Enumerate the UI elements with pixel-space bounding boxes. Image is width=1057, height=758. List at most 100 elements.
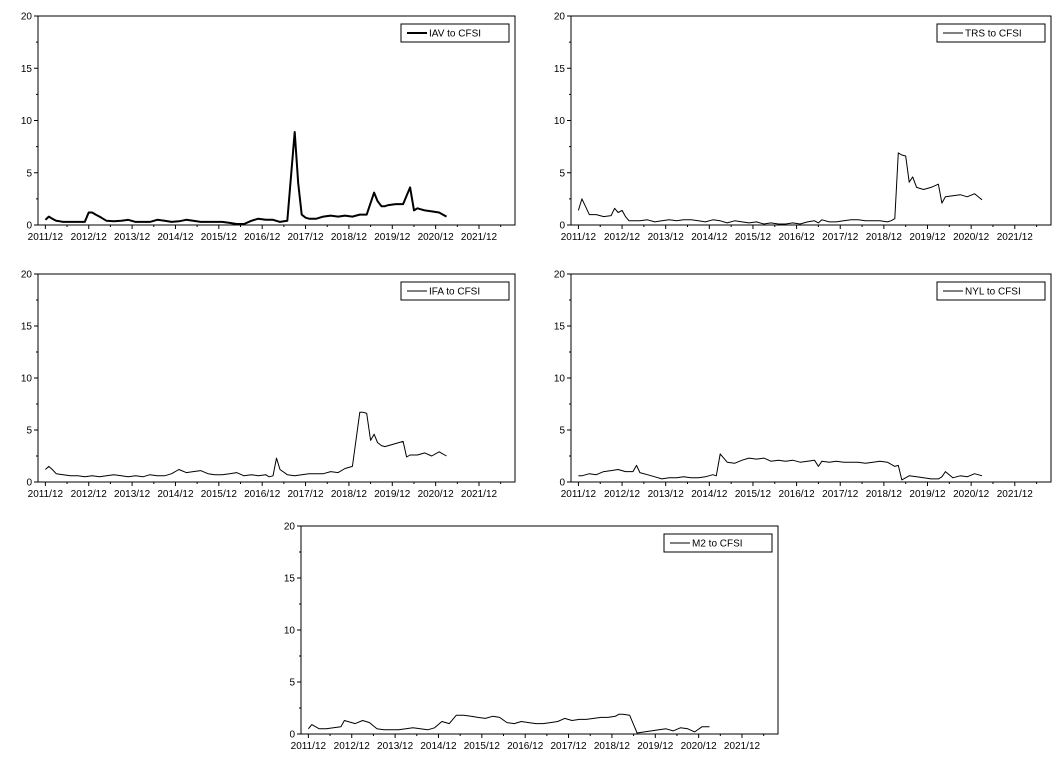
- chart-panel-trs: 0 5 10 15 20 2011/12 2012/12 2013/12 2014/12 2015…: [528, 0, 1057, 248]
- x-tick-label: 2015/12: [464, 741, 501, 752]
- plot-frame: [570, 273, 1052, 483]
- x-tick-label: 2021/12: [997, 489, 1034, 500]
- legend-box: [400, 23, 510, 43]
- x-tick-label: 2012/12: [604, 489, 641, 500]
- y-tick-label: 0: [26, 478, 32, 489]
- y-tick-label: 10: [284, 626, 296, 637]
- series-line: [577, 152, 983, 225]
- plot-frame: [37, 273, 516, 483]
- x-tick-label: 2014/12: [157, 232, 194, 243]
- x-tick-label: 2013/12: [377, 741, 414, 752]
- x-tick-label: 2021/12: [997, 232, 1034, 243]
- legend-box: [936, 281, 1046, 301]
- x-tick-label: 2016/12: [244, 489, 281, 500]
- y-tick-label: 10: [554, 116, 566, 127]
- x-tick-label: 2020/12: [953, 489, 990, 500]
- x-tick-label: 2017/12: [822, 232, 859, 243]
- x-tick-label: 2015/12: [735, 232, 772, 243]
- x-tick-label: 2017/12: [287, 489, 324, 500]
- plot-frame: [570, 15, 1052, 226]
- y-tick-label: 0: [559, 478, 565, 489]
- x-tick-label: 2019/12: [374, 489, 411, 500]
- x-tick-label: 2012/12: [71, 232, 108, 243]
- y-tick-label: 15: [284, 574, 296, 585]
- x-tick-label: 2011/12: [28, 489, 64, 500]
- x-tick-label: 2016/12: [779, 489, 816, 500]
- y-tick-label: 15: [21, 322, 33, 333]
- x-tick-label: 2018/12: [331, 489, 368, 500]
- x-tick-label: 2012/12: [71, 489, 108, 500]
- x-tick-label: 2011/12: [561, 232, 597, 243]
- plot-frame: [37, 15, 516, 226]
- x-tick-label: 2021/12: [461, 232, 498, 243]
- x-tick-label: 2012/12: [334, 741, 371, 752]
- y-tick-label: 15: [554, 64, 566, 75]
- x-tick-label: 2016/12: [244, 232, 281, 243]
- series-line: [578, 453, 983, 481]
- y-tick-label: 20: [284, 522, 296, 533]
- y-tick-label: 20: [554, 12, 566, 23]
- legend-label: IAV to CFSI: [429, 29, 481, 40]
- y-tick-label: 20: [554, 270, 566, 281]
- chart-panel-iav: 0 5 10 15 20 2011/12 2012/12 2013/12 2014/12 2015…: [0, 0, 528, 248]
- x-tick-label: 2017/12: [287, 232, 324, 243]
- y-tick-label: 5: [559, 168, 565, 179]
- y-tick-label: 0: [289, 730, 295, 741]
- x-tick-label: 2014/12: [691, 489, 728, 500]
- series-line: [44, 131, 447, 225]
- legend-label: IFA to CFSI: [429, 287, 480, 298]
- chart-panel-ifa: 0 5 10 15 20 2011/12 2012/12 2013/12 2014/12 2015…: [0, 258, 528, 506]
- x-tick-label: 2013/12: [648, 232, 685, 243]
- x-tick-label: 2018/12: [594, 741, 631, 752]
- x-tick-label: 2019/12: [374, 232, 411, 243]
- x-tick-label: 2021/12: [724, 741, 761, 752]
- x-tick-label: 2020/12: [418, 232, 455, 243]
- x-tick-label: 2014/12: [420, 741, 457, 752]
- y-tick-label: 20: [21, 270, 33, 281]
- x-tick-label: 2011/12: [561, 489, 597, 500]
- y-tick-label: 0: [559, 221, 565, 232]
- y-tick-label: 10: [21, 116, 33, 127]
- x-tick-label: 2017/12: [822, 489, 859, 500]
- chart-panel-m2: 0 5 10 15 20 2011/12 2012/12 2013/12 2014/12 2015…: [264, 515, 792, 753]
- x-tick-label: 2018/12: [866, 489, 903, 500]
- x-tick-label: 2013/12: [114, 232, 151, 243]
- legend-label: TRS to CFSI: [965, 29, 1022, 40]
- x-tick-label: 2017/12: [550, 741, 587, 752]
- line-chart: 0 5 10 15 20 2011/12 2012/12 2013/12 2014/12 2015…: [554, 12, 1052, 243]
- x-tick-label: 2016/12: [779, 232, 816, 243]
- y-tick-label: 10: [21, 374, 33, 385]
- y-tick-label: 15: [21, 64, 33, 75]
- x-tick-label: 2018/12: [331, 232, 368, 243]
- x-tick-label: 2016/12: [507, 741, 544, 752]
- series-line: [308, 713, 710, 734]
- line-chart: 0 5 10 15 20 2011/12 2012/12 2013/12 2014/12 2015…: [284, 522, 779, 752]
- x-tick-label: 2020/12: [953, 232, 990, 243]
- y-tick-label: 5: [26, 426, 32, 437]
- x-tick-label: 2018/12: [866, 232, 903, 243]
- y-tick-label: 5: [289, 678, 295, 689]
- x-tick-label: 2011/12: [291, 741, 327, 752]
- line-chart: 0 5 10 15 20 2011/12 2012/12 2013/12 2014/12 2015…: [21, 270, 516, 500]
- y-tick-label: 20: [21, 12, 33, 23]
- x-tick-label: 2020/12: [418, 489, 455, 500]
- y-tick-label: 5: [559, 426, 565, 437]
- x-tick-label: 2019/12: [909, 232, 946, 243]
- x-tick-label: 2019/12: [637, 741, 674, 752]
- legend-box: [400, 281, 510, 301]
- y-tick-label: 10: [554, 374, 566, 385]
- x-tick-label: 2015/12: [735, 489, 772, 500]
- legend-box: [663, 533, 773, 553]
- x-tick-label: 2013/12: [114, 489, 151, 500]
- line-chart: 0 5 10 15 20 2011/12 2012/12 2013/12 2014/12 2015…: [554, 270, 1052, 500]
- legend-label: M2 to CFSI: [692, 539, 743, 550]
- plot-frame: [300, 525, 779, 735]
- y-tick-label: 15: [554, 322, 566, 333]
- x-tick-label: 2021/12: [461, 489, 498, 500]
- series-line: [45, 411, 447, 478]
- x-tick-label: 2015/12: [201, 489, 238, 500]
- chart-panel-nyl: 0 5 10 15 20 2011/12 2012/12 2013/12 2014/12 2015…: [528, 258, 1057, 506]
- x-tick-label: 2013/12: [648, 489, 685, 500]
- line-chart: 0 5 10 15 20 2011/12 2012/12 2013/12 2014/12 2015…: [21, 12, 516, 243]
- x-tick-label: 2014/12: [691, 232, 728, 243]
